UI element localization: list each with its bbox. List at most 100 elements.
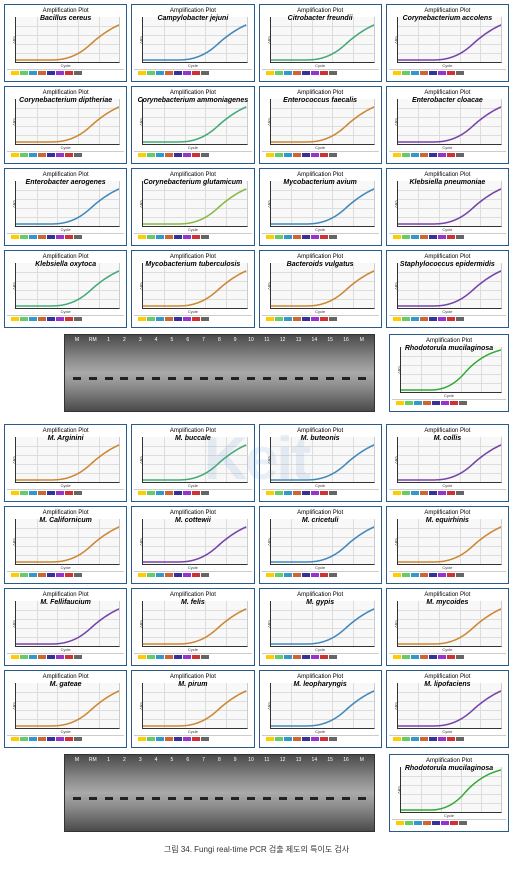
legend: [262, 653, 379, 659]
chart-area: ΔRn: [397, 99, 502, 145]
legend-swatch: [183, 491, 191, 495]
amplification-curve: [143, 437, 246, 482]
legend: [134, 571, 251, 577]
x-axis-label: Cycle: [7, 647, 124, 651]
legend-swatch: [302, 655, 310, 659]
chart-panel: Amplification Plot Corynebacterium ammon…: [131, 86, 254, 164]
legend-swatch: [456, 153, 464, 157]
x-axis-label: Cycle: [134, 565, 251, 569]
legend-swatch: [38, 737, 46, 741]
legend-swatch: [266, 153, 274, 157]
panel-title: Klebsiella oxytoca: [5, 261, 126, 268]
legend-swatch: [38, 491, 46, 495]
legend-swatch: [183, 153, 191, 157]
chart-area: ΔRn: [15, 601, 120, 647]
panel-header: Amplification Plot: [262, 89, 379, 97]
amplification-curve: [143, 99, 246, 144]
legend-swatch: [393, 737, 401, 741]
x-axis-label: Cycle: [262, 309, 379, 313]
legend-swatch: [411, 573, 419, 577]
legend: [392, 819, 506, 825]
gel-band: [184, 377, 192, 380]
section2-grid: Amplification Plot M. Arginini ΔRn Cycle…: [4, 424, 509, 748]
legend-swatch: [47, 317, 55, 321]
legend-swatch: [56, 71, 64, 75]
legend-swatch: [29, 153, 37, 157]
legend-swatch: [183, 71, 191, 75]
legend-swatch: [293, 235, 301, 239]
legend-swatch: [456, 655, 464, 659]
gel-lane-label: 10: [246, 337, 256, 343]
legend-swatch: [441, 821, 449, 825]
legend-swatch: [393, 491, 401, 495]
x-axis-label: Cycle: [262, 227, 379, 231]
legend: [392, 399, 506, 405]
legend-swatch: [329, 317, 337, 321]
legend-swatch: [156, 573, 164, 577]
panel-title: Klebsiella pneumoniae: [387, 179, 508, 186]
legend: [262, 233, 379, 239]
legend-swatch: [302, 737, 310, 741]
legend-swatch: [47, 71, 55, 75]
legend-swatch: [138, 573, 146, 577]
legend: [389, 735, 506, 741]
gel-lane-label: 1: [104, 757, 114, 763]
legend-swatch: [456, 235, 464, 239]
legend-swatch: [65, 235, 73, 239]
legend: [134, 233, 251, 239]
chart-panel: Amplification Plot M. equirhinis ΔRn Cyc…: [386, 506, 509, 584]
x-axis-label: Cycle: [392, 813, 506, 817]
panel-title: Enterobacter aerogenes: [5, 179, 126, 186]
gel-lane-label: 8: [214, 757, 224, 763]
chart-panel: Amplification Plot M. lipofaciens ΔRn Cy…: [386, 670, 509, 748]
chart-area: ΔRn: [142, 683, 247, 729]
panel-header: Amplification Plot: [134, 509, 251, 517]
legend-swatch: [201, 317, 209, 321]
legend-swatch: [447, 317, 455, 321]
legend-swatch: [20, 655, 28, 659]
legend-swatch: [192, 235, 200, 239]
legend-swatch: [29, 491, 37, 495]
legend-swatch: [11, 235, 19, 239]
legend-swatch: [165, 153, 173, 157]
legend: [262, 315, 379, 321]
legend-swatch: [447, 491, 455, 495]
gel-lane-label: 2: [119, 337, 129, 343]
legend-swatch: [411, 655, 419, 659]
legend-swatch: [438, 737, 446, 741]
gel-lane-label: 4: [151, 757, 161, 763]
legend-swatch: [147, 737, 155, 741]
legend-swatch: [405, 401, 413, 405]
chart-panel: Amplification Plot Enterobacter cloacae …: [386, 86, 509, 164]
legend-swatch: [311, 153, 319, 157]
x-axis-label: Cycle: [134, 647, 251, 651]
legend-swatch: [441, 401, 449, 405]
legend-swatch: [275, 573, 283, 577]
legend-swatch: [156, 235, 164, 239]
legend-swatch: [284, 153, 292, 157]
x-axis-label: Cycle: [262, 483, 379, 487]
chart-area: ΔRn: [142, 263, 247, 309]
chart-panel: Amplification Plot M. buccale ΔRn Cycle: [131, 424, 254, 502]
chart-area: ΔRn: [15, 519, 120, 565]
panel-header: Amplification Plot: [134, 253, 251, 261]
legend-swatch: [411, 235, 419, 239]
amplification-curve: [398, 181, 501, 226]
legend: [134, 315, 251, 321]
gel-band: [295, 797, 303, 800]
panel-title: Staphylococcus epidermidis: [387, 261, 508, 268]
legend-swatch: [11, 153, 19, 157]
gel-lane-label: 16: [341, 757, 351, 763]
legend-swatch: [266, 491, 274, 495]
legend: [134, 653, 251, 659]
legend-swatch: [266, 737, 274, 741]
panel-title: Corynebacterium ammoniagenes: [132, 97, 253, 104]
legend-swatch: [393, 317, 401, 321]
panel-title: M. felis: [132, 599, 253, 606]
gel-band: [263, 377, 271, 380]
legend-swatch: [47, 235, 55, 239]
legend-swatch: [74, 317, 82, 321]
panel-title: Citrobacter freundii: [260, 15, 381, 22]
gel-lane-label: 12: [278, 337, 288, 343]
gel-band: [184, 797, 192, 800]
